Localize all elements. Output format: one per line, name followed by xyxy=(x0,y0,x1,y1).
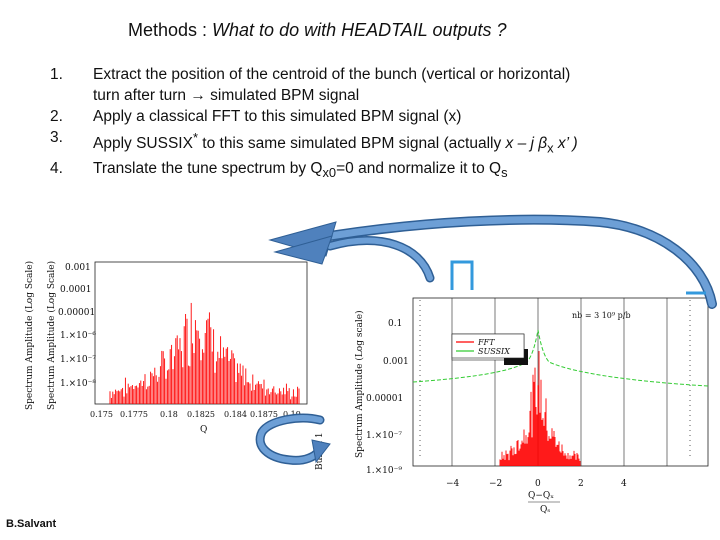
legend-panel xyxy=(451,333,525,359)
math-subscript: s xyxy=(501,165,508,181)
step-2: 2. Apply a classical FFT to this simulat… xyxy=(50,106,700,127)
right-xtick: −4 xyxy=(446,479,460,489)
right-ytick: 1.×10⁻⁷ xyxy=(366,431,402,441)
curved-arrow xyxy=(257,415,323,464)
math-subscript: x0 xyxy=(322,165,337,181)
legend-sussix-label: SUSSIX xyxy=(478,347,510,356)
right-arrow-icon: → xyxy=(190,87,206,104)
arrow-head-icon xyxy=(311,439,331,464)
step-text: simulated BPM signal xyxy=(210,87,360,104)
left-ylabel-outer: Spectrum Amplitude (Log Scale) xyxy=(24,261,35,410)
title-prefix: Methods : xyxy=(128,20,213,40)
step-text: to this same simulated BPM signal (actua… xyxy=(197,135,506,153)
curved-arrow xyxy=(325,214,717,309)
left-xtick: 0.18 xyxy=(160,410,178,419)
step-1: 1. Extract the position of the centroid … xyxy=(50,64,700,106)
right-fft-spectrum xyxy=(499,350,581,466)
legend-fft-label: FFT xyxy=(477,338,495,347)
left-ytick: 1.×10⁻⁷ xyxy=(60,355,96,365)
left-ytick: 1.×10⁻⁶ xyxy=(60,331,96,341)
step-3: 3. Apply SUSSIX* to this same simulated … xyxy=(50,127,700,158)
math-expression: x’ ) xyxy=(553,135,578,153)
math-expression: x – j β xyxy=(505,135,548,153)
step-number: 1. xyxy=(50,66,63,83)
left-xtick: 0.1775 xyxy=(120,410,148,419)
intensity-annotation: nb = 3 10⁹ p/b xyxy=(572,311,631,320)
step-text: Translate the tune spectrum by Q xyxy=(93,160,323,178)
right-xtick: 4 xyxy=(621,479,627,489)
right-ytick: 1.×10⁻⁹ xyxy=(366,466,402,476)
math-subscript: x xyxy=(547,140,554,156)
slide-title: Methods : What to do with HEADTAIL outpu… xyxy=(128,20,507,41)
right-xtick: 0 xyxy=(535,479,541,489)
left-plot: 0.001 0.0001 0.00001 1.×10⁻⁶ 1.×10⁻⁷ 1.×… xyxy=(24,261,325,470)
left-xtick: 0.1825 xyxy=(187,410,215,419)
left-ylabel-inner: Spectrum Amplitude (Log Scale) xyxy=(46,261,57,410)
right-xtick: −2 xyxy=(489,479,502,489)
curved-arrow xyxy=(326,216,716,308)
left-xtick: 0.184 xyxy=(224,410,247,419)
curved-arrow xyxy=(327,237,433,281)
left-ytick: 0.0001 xyxy=(60,285,92,295)
footnote-marker: * xyxy=(192,130,198,145)
sussix-curve xyxy=(412,329,709,387)
step-text: Apply SUSSIX xyxy=(93,135,193,153)
left-xlabel: Q xyxy=(200,425,207,435)
left-xtick: 0.1875 xyxy=(250,410,278,419)
title-italic: What to do with HEADTAIL outputs ? xyxy=(212,20,507,40)
step-number: 4. xyxy=(50,160,63,178)
left-ytick: 1.×10⁻⁸ xyxy=(60,379,96,389)
step-text: =0 and normalize it to Q xyxy=(336,160,502,178)
author-label: B.Salvant xyxy=(6,518,57,530)
right-ytick: 0.1 xyxy=(388,319,402,329)
left-fft-spectrum xyxy=(109,302,300,404)
step-4: 4. Translate the tune spectrum by Qx0=0 … xyxy=(50,158,700,183)
left-ytick: 0.00001 xyxy=(58,308,95,318)
right-xlabel-denominator: Qₛ xyxy=(540,505,550,515)
step-number: 2. xyxy=(50,108,63,125)
left-ytick: 0.001 xyxy=(65,263,91,273)
right-plot-frame xyxy=(412,297,709,467)
left-xtick: 0.175 xyxy=(90,410,113,419)
right-xlabel: Q−Qₓ xyxy=(528,491,554,501)
right-xtick: 2 xyxy=(578,479,584,489)
step-number: 3. xyxy=(50,129,63,146)
right-ytick: 0.001 xyxy=(383,357,409,367)
arrows-layer xyxy=(255,214,717,465)
arrow-head-icon xyxy=(273,235,333,265)
right-ylabel: Spectrum Amplitude (Log scale) xyxy=(354,310,365,458)
step-text: Apply a classical FFT to this simulated … xyxy=(93,108,462,125)
step-text: turn after turn xyxy=(93,87,191,104)
right-plot: FFT SUSSIX nb = 3 10⁹ p/b 0.1 0.001 0.00… xyxy=(354,297,709,515)
method-steps: 1. Extract the position of the centroid … xyxy=(50,64,700,183)
bracket-icon xyxy=(450,260,474,290)
right-ytick: 0.00001 xyxy=(366,394,403,404)
step-text: Extract the position of the centroid of … xyxy=(93,66,571,83)
